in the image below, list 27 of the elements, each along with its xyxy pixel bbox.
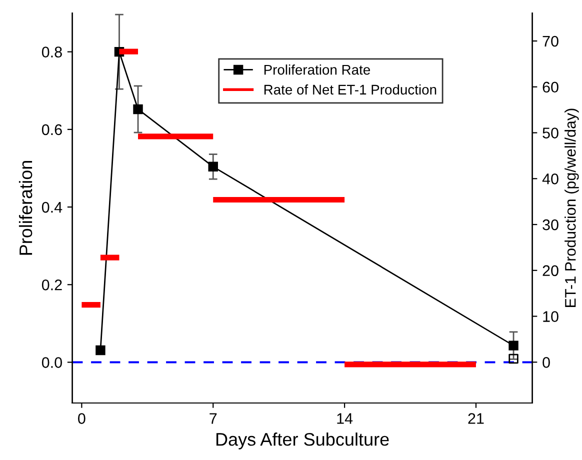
x-tick-label: 7 (210, 413, 217, 424)
x-tick-label: 21 (468, 413, 484, 424)
y2-tick-label: 50 (542, 128, 558, 138)
y-tick-label: 0.4 (42, 202, 62, 213)
y2-tick-label: 20 (542, 265, 558, 276)
x-tick-label: 14 (337, 413, 353, 424)
y2-tick-label: 0 (542, 357, 550, 368)
point (133, 104, 143, 114)
point (96, 345, 106, 356)
y-tick-label: 0.2 (42, 280, 62, 290)
point (208, 162, 218, 172)
x-tick-label: 0 (78, 413, 86, 424)
y-tick-label: 0.8 (42, 46, 62, 58)
y2-tick-label: 30 (542, 219, 558, 230)
y2-tick-label: 60 (542, 82, 558, 93)
legend-label: Rate of Net ET-1 Production (264, 84, 436, 95)
point (508, 354, 518, 364)
x-axis-title: Days After Subculture (216, 432, 389, 450)
y2-tick-label: 10 (543, 311, 558, 322)
y2-axis-title: ET-1 Production (pg/well/day) (564, 108, 579, 307)
y-tick-label: 0.0 (42, 357, 62, 368)
y2-tick-label: 40 (542, 174, 558, 184)
point (508, 340, 518, 350)
y-tick-label: 0.6 (42, 124, 62, 136)
y2-tick-label: 70 (542, 36, 558, 47)
legend-label: Proliferation Rate (264, 64, 370, 75)
y-axis-title: Proliferation (18, 160, 32, 255)
